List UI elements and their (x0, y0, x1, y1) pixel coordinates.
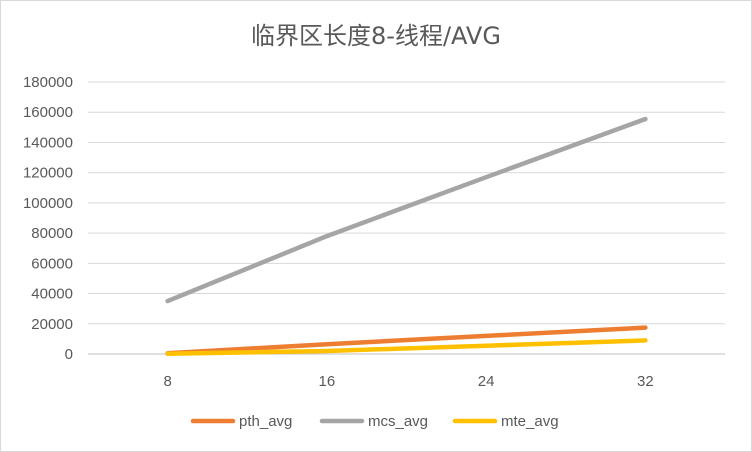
legend-label: pth_avg (239, 413, 292, 430)
y-tick-label: 0 (65, 346, 73, 363)
x-tick-label: 24 (478, 373, 495, 390)
series-line-pth-avg (165, 325, 648, 356)
y-tick-label: 80000 (31, 225, 73, 242)
legend-label: mcs_avg (368, 413, 428, 430)
chart-title: 临界区长度8-线程/AVG (251, 22, 501, 50)
y-tick-label: 40000 (31, 286, 73, 303)
y-tick-label: 140000 (23, 134, 73, 151)
series-line-mcs-avg (165, 116, 648, 304)
y-tick-label: 60000 (31, 255, 73, 272)
y-tick-label: 120000 (23, 165, 73, 182)
y-tick-label: 100000 (23, 195, 73, 212)
x-tick-label: 8 (163, 373, 171, 390)
x-tick-label: 32 (637, 373, 654, 390)
y-tick-label: 20000 (31, 316, 73, 333)
x-tick-label: 16 (319, 373, 336, 390)
y-tick-label: 180000 (23, 74, 73, 91)
legend-label: mte_avg (501, 413, 559, 430)
y-tick-label: 160000 (23, 104, 73, 121)
series-line-mte-avg (165, 338, 648, 356)
